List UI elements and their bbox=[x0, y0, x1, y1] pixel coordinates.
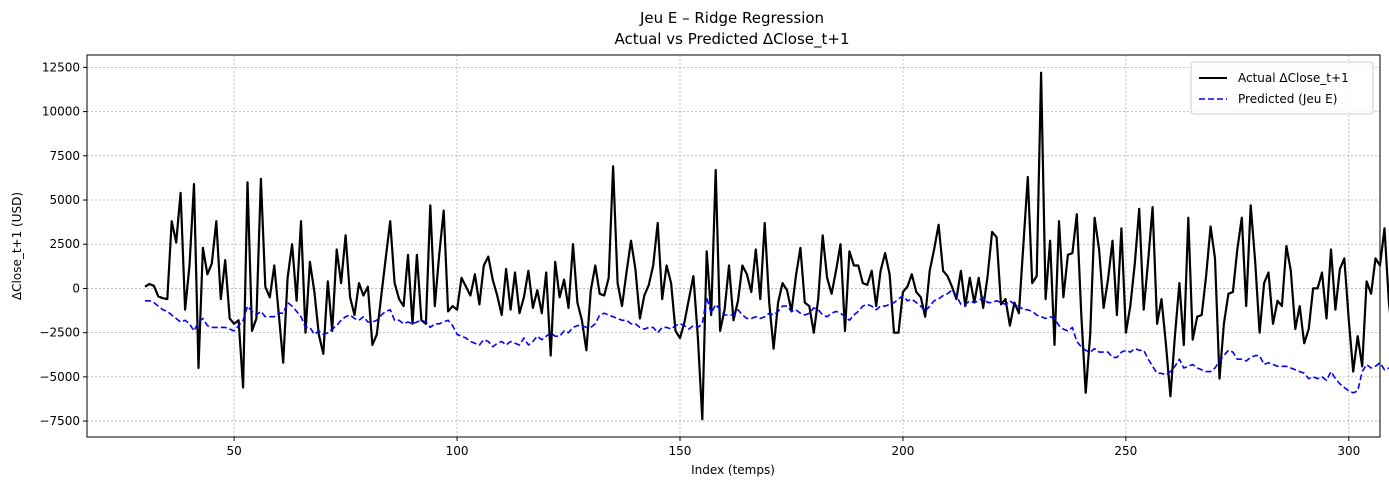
series-actual-line bbox=[144, 71, 1389, 421]
chart-title: Jeu E – Ridge Regression bbox=[639, 9, 824, 27]
plot-frame bbox=[86, 54, 1381, 438]
x-tick-label: 250 bbox=[1114, 444, 1137, 458]
x-tick-label: 150 bbox=[669, 444, 692, 458]
y-axis-label: ΔClose_t+1 (USD) bbox=[10, 192, 24, 300]
y-tick-label: 10000 bbox=[42, 105, 80, 119]
y-tick-label: −2500 bbox=[39, 326, 80, 340]
chart-subtitle: Actual vs Predicted ΔClose_t+1 bbox=[614, 30, 849, 49]
legend-box bbox=[1190, 61, 1374, 115]
y-tick-label: −7500 bbox=[39, 414, 80, 428]
legend: Actual ΔClose_t+1 Predicted (Jeu E) bbox=[1190, 61, 1374, 115]
y-tick-label: 12500 bbox=[42, 60, 80, 74]
series-layer bbox=[144, 71, 1389, 421]
x-tick-label: 200 bbox=[891, 444, 914, 458]
y-tick-label: −5000 bbox=[39, 370, 80, 384]
legend-label-actual: Actual ΔClose_t+1 bbox=[1238, 71, 1349, 85]
x-tick-label: 50 bbox=[226, 444, 241, 458]
y-tick-label: 5000 bbox=[49, 193, 80, 207]
ticks: 50 100 150 200 250 300 −7500 −5000 −2500 0 2500 500… bbox=[39, 60, 1360, 458]
y-tick-label: 2500 bbox=[49, 237, 80, 251]
x-axis-label: Index (temps) bbox=[691, 463, 775, 477]
y-tick-label: 7500 bbox=[49, 149, 80, 163]
x-tick-label: 300 bbox=[1337, 444, 1360, 458]
x-tick-label: 100 bbox=[446, 444, 469, 458]
y-tick-label: 0 bbox=[72, 281, 80, 295]
legend-label-predicted: Predicted (Jeu E) bbox=[1238, 92, 1337, 106]
series-predicted-line bbox=[145, 289, 1389, 394]
grid bbox=[87, 55, 1380, 437]
